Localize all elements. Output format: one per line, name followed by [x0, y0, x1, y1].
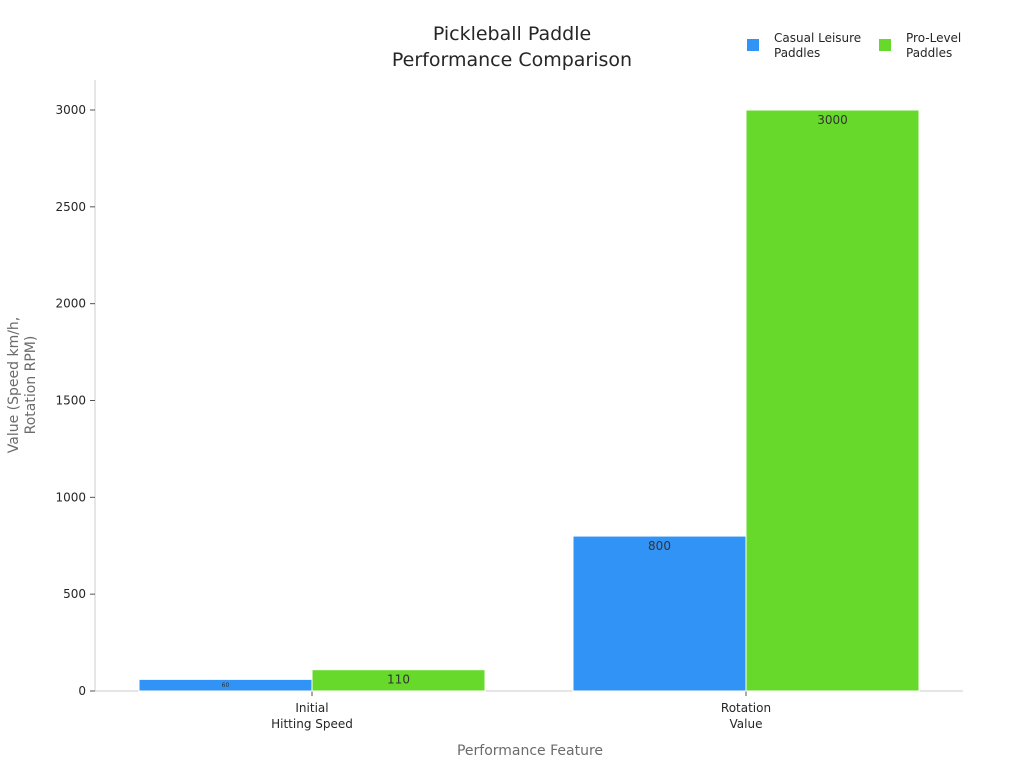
y-tick-label: 1500: [55, 394, 86, 408]
x-tick-label-1: Rotation Value: [721, 701, 771, 731]
y-tick-label: 2500: [55, 200, 86, 214]
axes: 0 500 1000 1500 2000 2500 3000 Initial Hitting S…: [6, 80, 963, 759]
data-label-series0-cat1: 800: [648, 539, 671, 553]
y-tick-label: 0: [78, 684, 86, 698]
legend-label-0: Casual Leisure Paddles: [774, 31, 861, 60]
y-tick-label: 500: [63, 587, 86, 601]
bars: [138, 109, 920, 692]
data-label-series0-cat0: 60: [222, 682, 230, 689]
bar-series0-cat1: [572, 535, 747, 692]
chart-title-text: Pickleball Paddle Performance Comparison: [392, 23, 632, 71]
bar-series1-cat1: [745, 109, 920, 692]
data-label-series1-cat1: 3000: [817, 113, 848, 127]
y-axis-label: Value (Speed km/h,Rotation RPM): [6, 317, 39, 453]
chart-title: Pickleball Paddle Performance Comparison: [392, 23, 632, 71]
y-tick-label: 1000: [55, 490, 86, 504]
legend-swatch-0: [747, 39, 759, 51]
x-axis-label: Performance Feature: [457, 743, 603, 759]
legend-label-1: Pro-Level Paddles: [906, 31, 961, 60]
y-tick-label: 3000: [55, 103, 86, 117]
data-labels: 60 800 110 3000: [222, 113, 848, 689]
data-label-series1-cat0: 110: [387, 673, 410, 687]
bar-series1-cat0: [311, 669, 486, 692]
y-tick-label: 2000: [55, 297, 86, 311]
legend-swatch-1: [879, 39, 891, 51]
x-tick-label-0: Initial Hitting Speed: [271, 701, 353, 731]
legend: Casual Leisure Paddles Pro-Level Paddles: [747, 31, 961, 60]
